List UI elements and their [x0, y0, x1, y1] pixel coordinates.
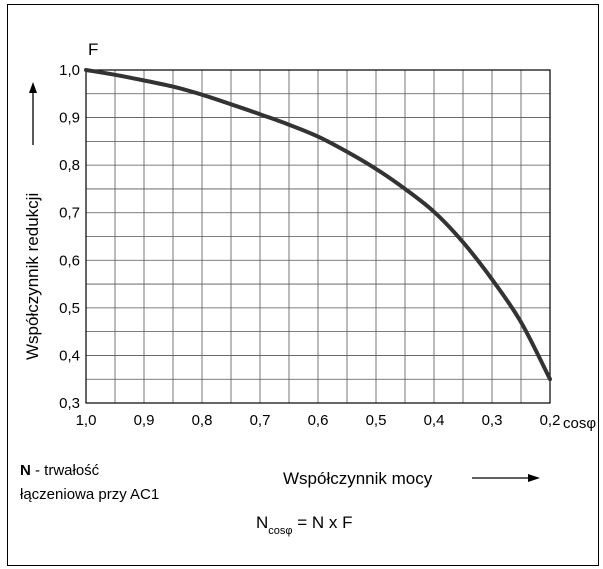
x-tick-label: 0,9 — [134, 412, 155, 429]
grid — [86, 70, 550, 403]
x-axis-symbol: cosφ — [563, 415, 596, 432]
legend-note-line2: łączeniowa przy AC1 — [20, 486, 159, 503]
legend-note-line1: N - trwałość — [20, 462, 100, 479]
formula-lhs: N — [256, 513, 268, 532]
y-tick-label: 0,8 — [59, 157, 80, 174]
y-tick-label: 1,0 — [59, 62, 80, 79]
plot-area-border — [85, 69, 551, 404]
formula: Ncosφ = N x F — [256, 513, 353, 537]
x-tick-label: 0,5 — [366, 412, 387, 429]
y-tick-label: 0,5 — [59, 300, 80, 317]
x-axis-arrow — [472, 474, 540, 482]
x-tick-label: 0,3 — [482, 412, 503, 429]
y-axis-arrow — [29, 82, 37, 145]
x-tick-label: 0,6 — [308, 412, 329, 429]
y-tick-label: 0,3 — [59, 395, 80, 412]
y-tick-label: 0,6 — [59, 252, 80, 269]
x-tick-label: 0,8 — [192, 412, 213, 429]
x-axis-title: Współczynnik mocy — [283, 469, 433, 488]
legend-note-rest: - trwałość — [31, 462, 100, 479]
series-line — [84, 68, 552, 382]
y-axis-title: Współczynnik redukcji — [23, 193, 42, 360]
x-tick-label: 0,2 — [540, 412, 561, 429]
x-tick-labels: 1,0 0,9 0,8 0,7 0,6 0,5 0,4 0,3 0,2 — [76, 412, 561, 429]
y-tick-labels: 0,3 0,4 0,5 0,6 0,7 0,8 0,9 1,0 — [59, 62, 80, 412]
y-axis-symbol: F — [88, 40, 98, 59]
y-tick-label: 0,4 — [59, 347, 80, 364]
chart-frame — [7, 4, 599, 566]
legend-note-bold: N — [20, 462, 31, 479]
y-tick-label: 0,7 — [59, 205, 80, 222]
x-tick-label: 1,0 — [76, 412, 97, 429]
x-tick-label: 0,4 — [424, 412, 445, 429]
formula-subscript: cosφ — [268, 525, 292, 537]
formula-rhs: = N x F — [293, 513, 353, 532]
y-tick-label: 0,9 — [59, 110, 80, 127]
x-tick-label: 0,7 — [250, 412, 271, 429]
